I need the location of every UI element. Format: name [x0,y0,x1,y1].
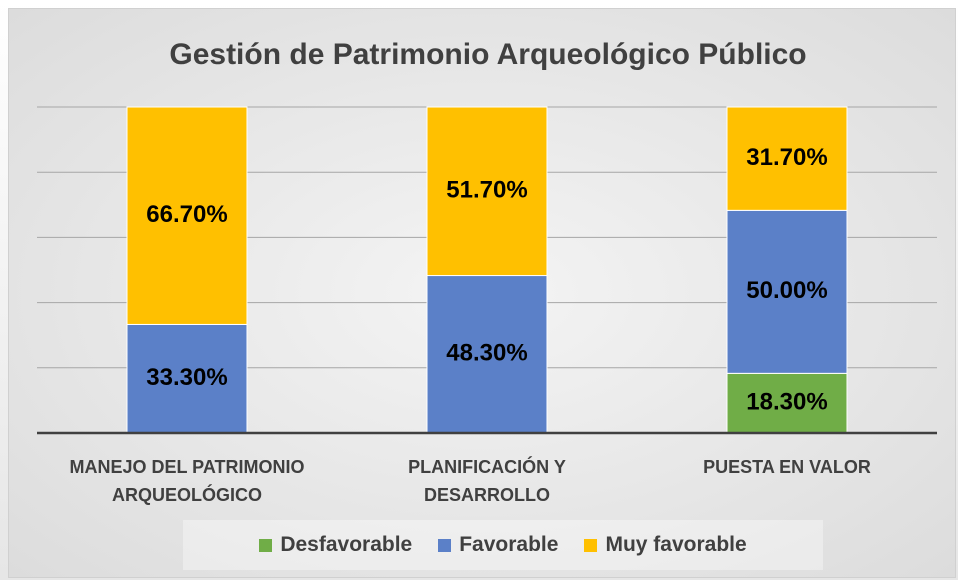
legend-item: Muy favorable [584,533,747,557]
x-tick-label: PUESTA EN VALOR [703,457,871,477]
data-label: 18.30% [746,389,827,416]
data-label: 66.70% [146,201,227,228]
legend-label: Muy favorable [605,533,747,556]
bar-segment [726,106,848,211]
legend-item: Favorable [438,533,558,557]
x-tick-label: MANEJO DEL PATRIMONIO ARQUEOLÓGICO [69,457,305,505]
legend-swatch [259,538,273,552]
data-label: 33.30% [146,364,227,391]
legend: Desfavorable Favorable Muy favorable [183,520,823,570]
legend-swatch [438,538,452,552]
data-label: 51.70% [446,177,527,204]
legend-item: Desfavorable [259,533,412,557]
chart-title: Gestión de Patrimonio Arqueológico Públi… [169,38,806,71]
bar-segment [126,106,248,325]
data-label: 31.70% [746,144,827,171]
legend-swatch [584,538,598,552]
data-label: 48.30% [446,340,527,367]
legend-label: Desfavorable [280,533,413,556]
legend-label: Favorable [459,533,559,556]
bar-segment [726,209,848,374]
x-tick-label: PLANIFICACIÓN Y DESARROLLO [408,457,566,505]
bar-segment [426,106,548,277]
bar-segment [426,275,548,434]
data-label: 50.00% [746,277,827,304]
